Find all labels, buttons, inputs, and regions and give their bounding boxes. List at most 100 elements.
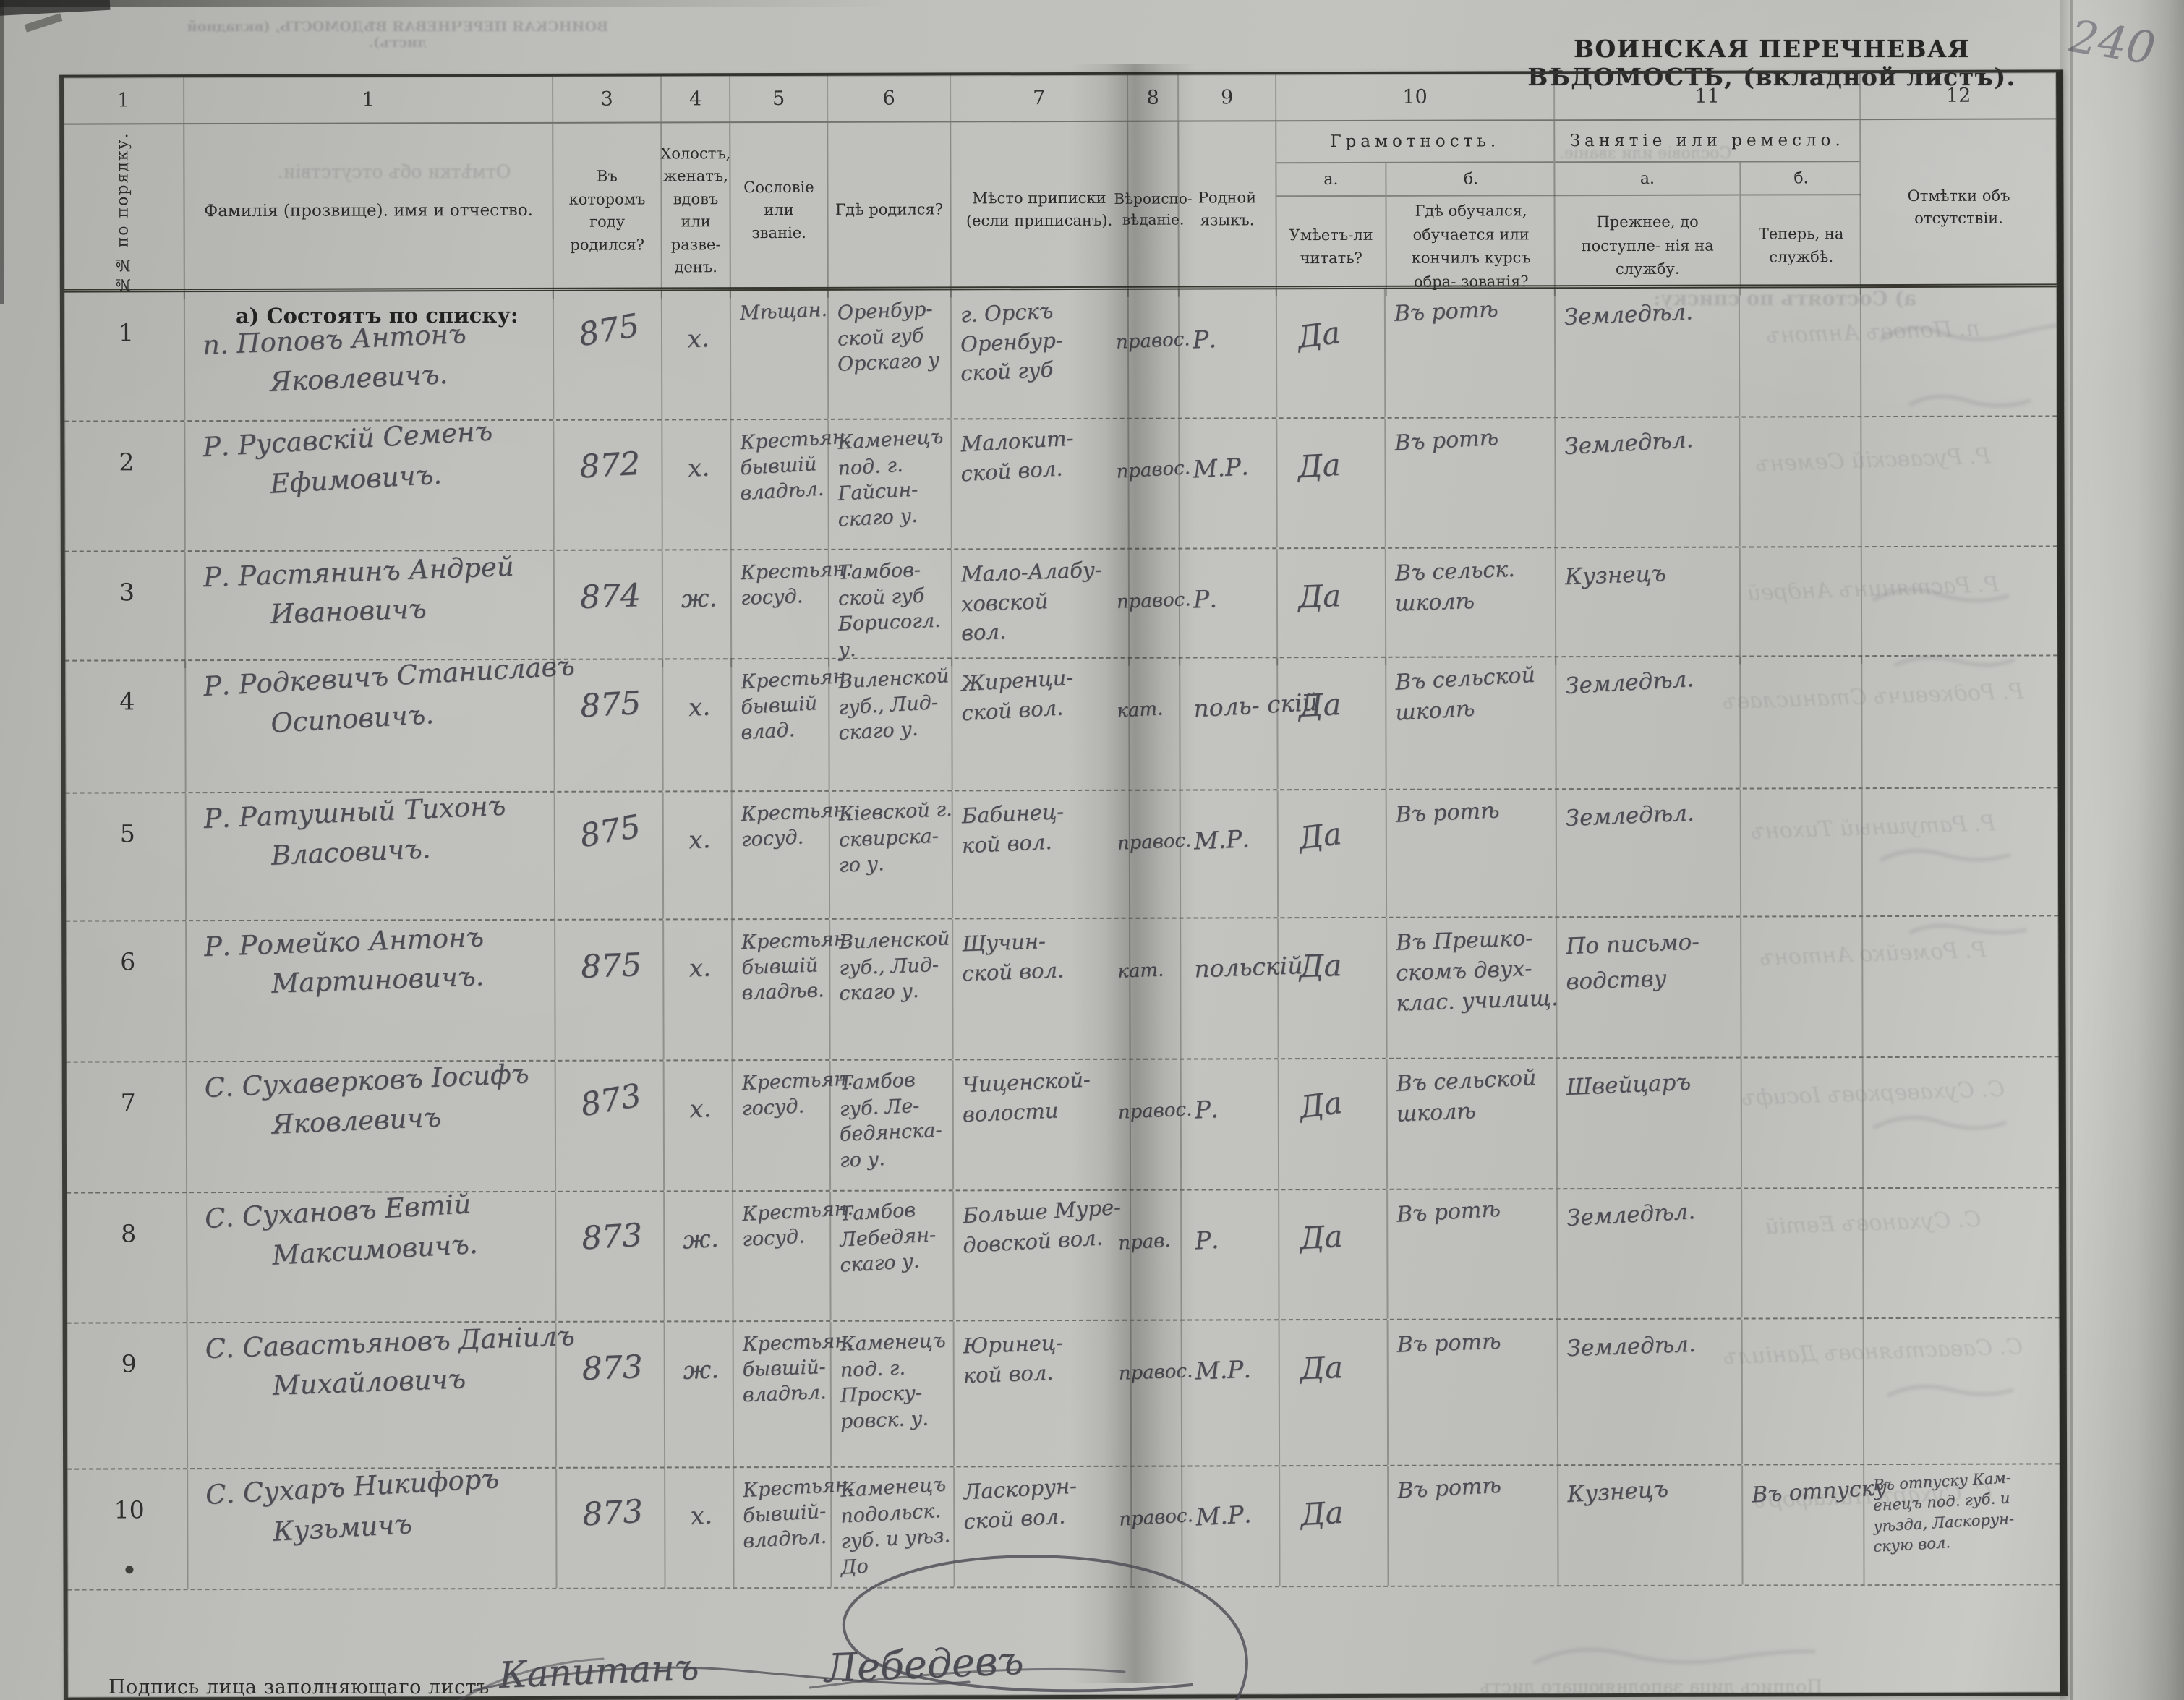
handwritten-line: кат. [1117,959,1164,983]
cell-marital-status: х. [662,659,731,791]
handwritten-line: скаго у. [839,1250,921,1278]
handwritten-line: Борисогл. [837,610,942,636]
handwritten-line: Земледѣл. [1564,666,1695,700]
cell-registry-place: Больше Муре-довской вол. [952,1190,1130,1320]
handwritten-line: х. [686,324,710,354]
cell-registry-place: Чиценской-волости [952,1059,1130,1190]
cell-estate: Мѣщан. [729,290,828,419]
handwritten-line: Р. [1193,584,1218,614]
table-row: 8 С. Сухановъ Евтій Максимовичъ. 873 ж. Крест… [67,1187,2060,1323]
column-number: 5 [729,75,827,122]
table-row: 5 Р. Ратушный Тихонъ Власовичъ. 875 х. Кресть… [65,787,2059,921]
cell-native-language: М.Р. [1181,1466,1279,1586]
cell-marital-status: х. [660,291,730,419]
cell-estate: Крестьян. бывшій влад. [730,659,853,791]
header-occupation-group: Занятіе или ремесло. а. Прежнее, до пост… [1553,120,1861,296]
handwritten-line: Да [1297,685,1342,725]
header-occupation-before: Прежнее, до поступле- нія на службу. [1581,213,1714,278]
handwritten-line: М.Р. [1195,1354,1252,1385]
cell-registry-place: Малокит-ской вол. [950,419,1128,549]
handwritten-name-line: Яковлевичъ [270,1101,442,1140]
header-marital-status: Холостъ, женатъ, вдовъ или разве- денъ. [660,123,730,299]
table-row: 10 С. Сухаръ Никифоръ Кузьмичъ 873 х. Крестья… [67,1463,2060,1589]
cell-birth-year: 873 [555,1322,665,1467]
handwritten-signature-name: Лебедевъ [823,1637,1025,1691]
handwritten-signature-rank: Капитанъ [498,1646,700,1696]
header-can-read: Умѣетъ-ли читать? [1289,226,1373,268]
handwritten-line: х. [688,953,712,983]
cell-registry-place: Юринец-кой вол. [952,1320,1131,1466]
handwritten-line: Да [1294,314,1342,355]
cell-absence-notes [1859,287,2057,417]
cell-birthplace: Оренбур-ской губ Орскаго у [827,290,951,419]
cell-name: Р. Ратушный Тихонъ Власовичъ. [184,790,555,921]
row-number: 3 [119,578,135,607]
cell-education: Въ ротѣ [1383,289,1555,417]
handwritten-line: Земледѣл. [1564,299,1694,331]
cell-occupation-before: Земледѣл. [1554,417,1739,547]
column-numbers-row: 1 1 3 4 5 6 7 8 9 10 11 12 [64,72,2057,125]
handwritten-line: Мѣщан. [739,298,828,325]
handwritten-line: По письмо- [1565,928,1700,960]
handwritten-name-line: Мартиновичъ. [270,960,485,999]
column-number: 7 [950,74,1127,121]
cell-name: а) Состоятъ по списку: п. Поповъ Антонъ Як… [183,291,553,421]
cell-birth-year: 874 [553,550,662,667]
cell-native-language: Р. [1178,549,1277,666]
handwritten-line: владѣв. [741,979,825,1005]
handwritten-line: 873 [581,1492,644,1534]
cell-can-read: Да [1279,1466,1388,1586]
cell-faith: кат. [1117,918,1180,1059]
handwritten-line: под. г. [840,1357,906,1382]
cell-name: Р. Растянинъ Андрей Ивановичъ [184,551,554,668]
cell-native-language: Р. [1180,1190,1279,1320]
table-row: 6 Р. Ромейко Антонъ Мартиновичъ. 875 х. Крест… [66,915,2059,1062]
cell-can-read: Да [1278,1320,1388,1466]
cell-birthplace: Каменецъ под. г. Проску-ровск. у. [829,1321,954,1466]
cell-occupation-before: Кузнецъ [1557,1465,1742,1586]
cell-education: Въ ротѣ [1386,1320,1558,1465]
handwritten-line: правос. [1117,829,1192,855]
handwritten-line: Земледѣл. [1564,800,1695,832]
cell-faith: правос. [1118,1466,1193,1586]
handwritten-line: Да [1298,947,1343,985]
column-number: 9 [1177,74,1276,121]
handwritten-name-line: С. Савастьяновъ Даніилъ [204,1320,576,1365]
cell-education: Въ ротѣ [1386,1189,1557,1319]
page-number: 240 [2066,9,2159,75]
column-number: 10 [1275,74,1554,121]
cell-native-language: М.Р. [1180,1320,1279,1466]
handwritten-line: Виленской [838,927,950,954]
handwritten-line: Въ отпуску [1751,1474,1887,1508]
cell-education: Въ ротѣ [1387,1466,1558,1586]
header-name: Фамилія (прозвище). имя и отчество. [183,123,553,300]
handwritten-name-line: Яковлевичъ. [269,358,448,398]
cell-birthplace: Тамбов Лебедян-скаго у. [829,1191,953,1320]
cell-marital-status: ж. [663,1322,733,1467]
table-row: 4 Р. Родкевичъ Станиславъ Осиповичъ. 875 х. К… [65,650,2058,793]
handwritten-line: ровск. у. [840,1407,929,1433]
handwritten-line: 873 [580,1216,644,1257]
handwritten-line: поль- скій [1193,687,1318,723]
handwritten-line: 874 [579,576,641,616]
handwritten-line: Крестьян. [741,1067,854,1095]
row-number: 2 [119,448,135,477]
cell-birth-year: 875 [554,920,663,1060]
handwritten-line: Въ ротѣ [1394,424,1499,456]
header-occupation-a-letter: а. [1555,162,1740,197]
cell-absence-notes [1861,916,2059,1057]
cell-registry-place: Ласкорун-ской вол. [953,1466,1131,1587]
header-literacy-title: Грамотность. [1276,121,1554,164]
header-absence-notes: Отмѣтки объ отсутствіи. [1859,119,2057,296]
handwritten-line: Тамбов- [837,558,921,584]
header-literacy-group: Грамотность. а. Умѣетъ-ли читать? б. Гдѣ… [1275,121,1556,297]
cell-native-language: поль- скій [1179,658,1318,790]
cell-name: Р. Ромейко Антонъ Мартиновичъ. [185,920,555,1062]
cell-native-language: Р. [1180,1059,1279,1189]
handwritten-line: го у. [838,853,885,878]
handwritten-line: Да [1299,1349,1344,1387]
handwritten-line: 875 [576,307,642,354]
handwritten-line: ской губ [960,356,1054,386]
cell-occupation-now [1739,789,1862,916]
